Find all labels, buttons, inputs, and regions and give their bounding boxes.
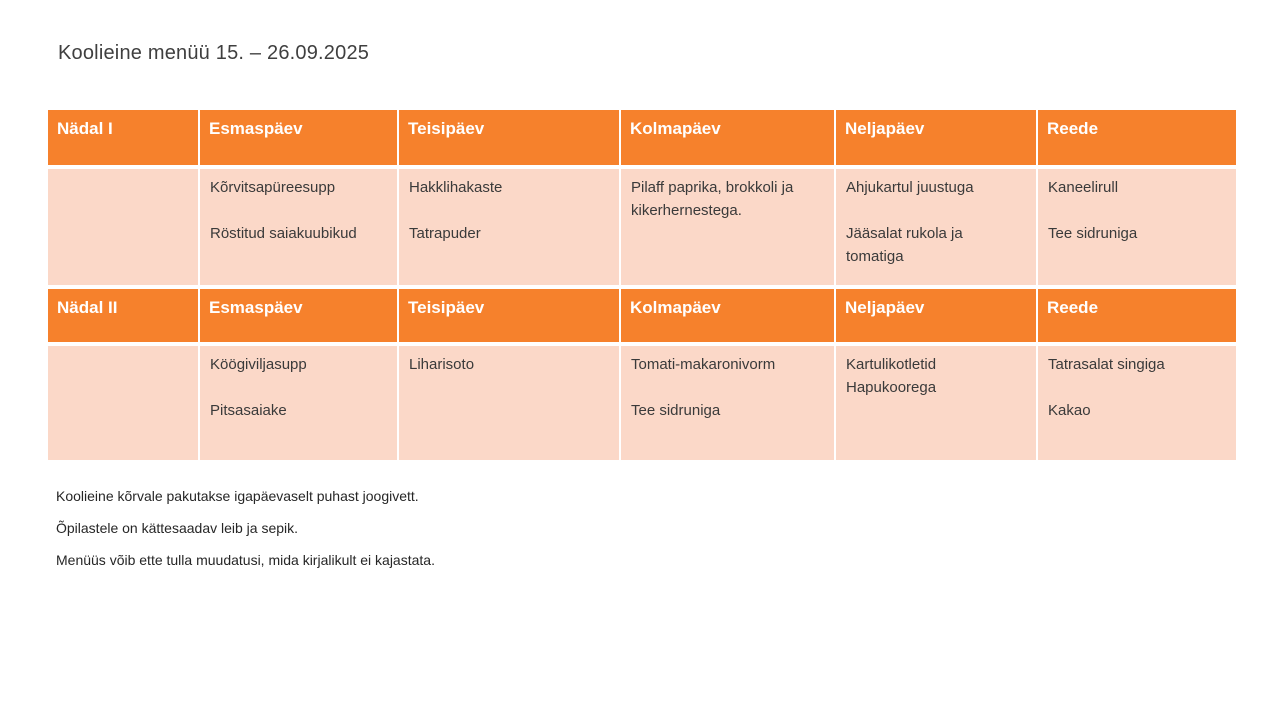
week1-header-esmaspaev: Esmaspäev xyxy=(200,110,397,165)
week1-cell-week-label-empty xyxy=(48,169,198,285)
menu-table: Nädal I Esmaspäev Teisipäev Kolmapäev Ne… xyxy=(48,110,1236,460)
week1-cell-neljapaev: Ahjukartul juustuga Jääsalat rukola ja t… xyxy=(836,169,1036,285)
week2-cell-teisipaev: Liharisoto xyxy=(399,346,619,460)
footer-notes: Koolieine kõrvale pakutakse igapäevaselt… xyxy=(56,486,435,582)
week1-cell-esmaspaev: Kõrvitsapüreesupp Röstitud saiakuubikud xyxy=(200,169,397,285)
slide-title: Koolieine menüü 15. – 26.09.2025 xyxy=(58,42,370,64)
week2-header-reede: Reede xyxy=(1038,289,1236,342)
week2-cell-kolmapaev: Tomati-makaronivorm Tee sidruniga xyxy=(621,346,834,460)
footer-note-water: Koolieine kõrvale pakutakse igapäevaselt… xyxy=(56,488,419,504)
footer-note-changes: Menüüs võib ette tulla muudatusi, mida k… xyxy=(56,552,435,568)
week1-header-reede: Reede xyxy=(1038,110,1236,165)
week1-header-neljapaev: Neljapäev xyxy=(836,110,1036,165)
week1-cell-reede: Kaneelirull Tee sidruniga xyxy=(1038,169,1236,285)
week2-header-week-label: Nädal II xyxy=(48,289,198,342)
week1-cell-teisipaev: Hakklihakaste Tatrapuder xyxy=(399,169,619,285)
week2-cell-reede: Tatrasalat singiga Kakao xyxy=(1038,346,1236,460)
week2-cell-esmaspaev: Köögiviljasupp Pitsasaiake xyxy=(200,346,397,460)
week1-cell-kolmapaev: Pilaff paprika, brokkoli ja kikerhernest… xyxy=(621,169,834,285)
week2-cell-week-label-empty xyxy=(48,346,198,460)
week1-header-kolmapaev: Kolmapäev xyxy=(621,110,834,165)
week2-header-teisipaev: Teisipäev xyxy=(399,289,619,342)
week1-header-teisipaev: Teisipäev xyxy=(399,110,619,165)
week2-header-esmaspaev: Esmaspäev xyxy=(200,289,397,342)
week1-header-week-label: Nädal I xyxy=(48,110,198,165)
footer-note-bread: Õpilastele on kättesaadav leib ja sepik. xyxy=(56,520,299,536)
week2-cell-neljapaev: Kartulikotletid Hapukoorega xyxy=(836,346,1036,460)
week2-header-neljapaev: Neljapäev xyxy=(836,289,1036,342)
week2-header-kolmapaev: Kolmapäev xyxy=(621,289,834,342)
